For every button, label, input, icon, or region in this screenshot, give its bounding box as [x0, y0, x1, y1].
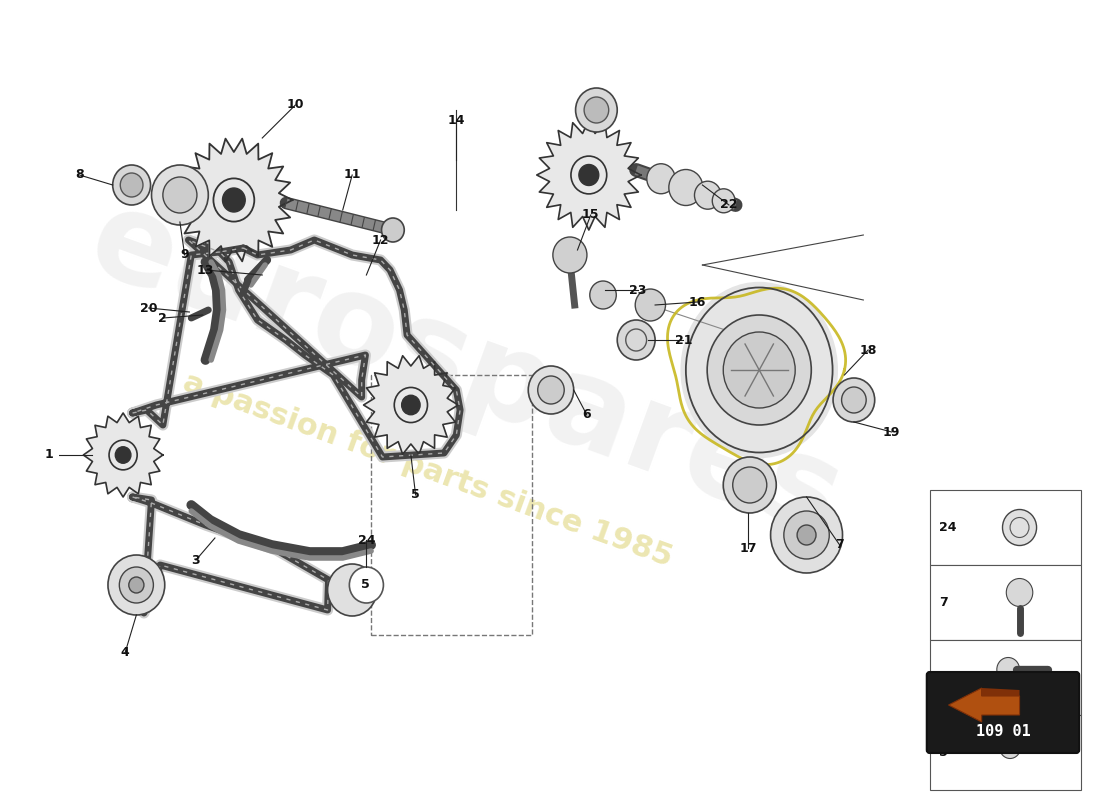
- Text: 9: 9: [180, 249, 189, 262]
- Text: 109 01: 109 01: [976, 725, 1031, 739]
- Bar: [930, 640, 1081, 715]
- Circle shape: [724, 332, 795, 408]
- Circle shape: [724, 457, 777, 513]
- Bar: [930, 715, 1081, 790]
- Polygon shape: [948, 688, 1020, 722]
- Circle shape: [109, 440, 138, 470]
- Circle shape: [553, 237, 587, 273]
- Circle shape: [694, 182, 720, 210]
- Circle shape: [833, 378, 875, 422]
- Text: 6: 6: [939, 671, 948, 684]
- Circle shape: [538, 376, 564, 404]
- Circle shape: [635, 289, 666, 321]
- Circle shape: [707, 315, 812, 425]
- Circle shape: [394, 387, 428, 422]
- Text: 4: 4: [121, 646, 130, 659]
- Text: 7: 7: [939, 596, 948, 609]
- Circle shape: [784, 511, 829, 559]
- Polygon shape: [363, 356, 459, 454]
- Circle shape: [590, 281, 616, 309]
- Circle shape: [575, 88, 617, 132]
- Text: 14: 14: [448, 114, 465, 126]
- Text: 13: 13: [197, 263, 215, 277]
- Circle shape: [402, 395, 420, 414]
- Text: 18: 18: [859, 343, 877, 357]
- Circle shape: [328, 564, 377, 616]
- Circle shape: [213, 178, 254, 222]
- Circle shape: [108, 555, 165, 615]
- Text: 6: 6: [583, 409, 592, 422]
- Text: 22: 22: [720, 198, 738, 211]
- Circle shape: [584, 97, 608, 123]
- Text: 5: 5: [411, 489, 420, 502]
- Circle shape: [713, 189, 735, 213]
- Text: 10: 10: [287, 98, 304, 111]
- Text: 8: 8: [75, 169, 84, 182]
- Text: 17: 17: [739, 542, 757, 554]
- Circle shape: [129, 577, 144, 593]
- Circle shape: [152, 165, 208, 225]
- Circle shape: [1006, 578, 1033, 606]
- Circle shape: [647, 164, 675, 194]
- Circle shape: [116, 446, 131, 463]
- Circle shape: [112, 165, 151, 205]
- Text: 23: 23: [629, 283, 647, 297]
- Text: 12: 12: [372, 234, 389, 246]
- Circle shape: [571, 156, 607, 194]
- Circle shape: [222, 188, 245, 212]
- Circle shape: [163, 177, 197, 213]
- Circle shape: [1002, 510, 1036, 546]
- Circle shape: [842, 387, 866, 413]
- Circle shape: [669, 170, 703, 206]
- Circle shape: [617, 320, 656, 360]
- Circle shape: [798, 525, 816, 545]
- Bar: [930, 490, 1081, 565]
- Circle shape: [350, 567, 384, 603]
- Text: 19: 19: [883, 426, 901, 438]
- Polygon shape: [537, 120, 641, 230]
- Polygon shape: [175, 138, 293, 262]
- Polygon shape: [84, 413, 163, 497]
- Text: 1: 1: [45, 449, 54, 462]
- Text: 11: 11: [343, 169, 361, 182]
- Bar: [930, 565, 1081, 640]
- Circle shape: [528, 366, 574, 414]
- Text: 20: 20: [140, 302, 157, 314]
- Text: eurospares: eurospares: [74, 178, 858, 562]
- Circle shape: [579, 165, 598, 186]
- Circle shape: [1000, 737, 1021, 758]
- Text: a passion for parts since 1985: a passion for parts since 1985: [179, 368, 676, 572]
- Ellipse shape: [681, 282, 837, 458]
- Text: 15: 15: [582, 209, 600, 222]
- Text: 2: 2: [158, 311, 167, 325]
- Polygon shape: [948, 688, 1020, 705]
- Circle shape: [771, 497, 843, 573]
- Text: 16: 16: [689, 295, 706, 309]
- Circle shape: [382, 218, 404, 242]
- Circle shape: [733, 467, 767, 503]
- Circle shape: [119, 567, 153, 603]
- Circle shape: [997, 658, 1020, 682]
- Text: 5: 5: [939, 746, 948, 759]
- Text: 7: 7: [835, 538, 844, 551]
- Text: 5: 5: [361, 578, 370, 591]
- Text: 21: 21: [674, 334, 692, 346]
- Text: 24: 24: [358, 534, 375, 546]
- Text: 24: 24: [939, 521, 957, 534]
- Text: 3: 3: [191, 554, 200, 566]
- FancyBboxPatch shape: [927, 672, 1079, 753]
- Circle shape: [120, 173, 143, 197]
